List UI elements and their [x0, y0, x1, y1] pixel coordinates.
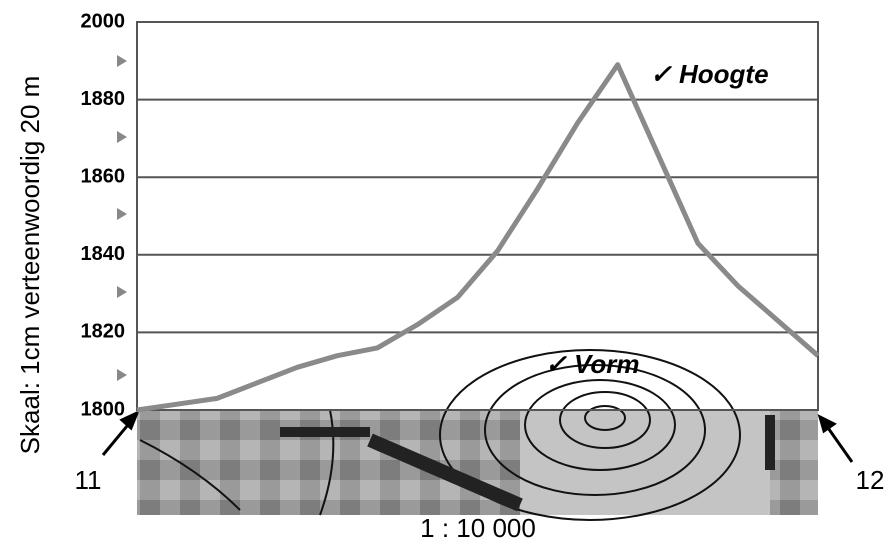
- y-tick-label: 1860: [81, 165, 126, 187]
- y-tick-label: 1840: [81, 243, 126, 265]
- annotation: ✓ Hoogte: [650, 59, 769, 89]
- y-axis-title: Skaal: 1cm verteenwoordig 20 m: [15, 76, 45, 455]
- point-label: 12: [856, 465, 885, 495]
- point-label: 11: [75, 465, 102, 495]
- arrows: [101, 410, 854, 463]
- axis-markers: [117, 55, 127, 381]
- y-tick-label: 2000: [81, 10, 126, 32]
- annotation: ✓ Vorm: [545, 349, 640, 379]
- y-tick-label: 1800: [81, 398, 126, 420]
- y-tick-label: 1820: [81, 321, 126, 343]
- scale-label: 1 : 10 000: [420, 513, 536, 543]
- map-strip: [137, 349, 818, 521]
- y-tick-label: 1880: [81, 88, 126, 110]
- profile-line: [136, 62, 820, 413]
